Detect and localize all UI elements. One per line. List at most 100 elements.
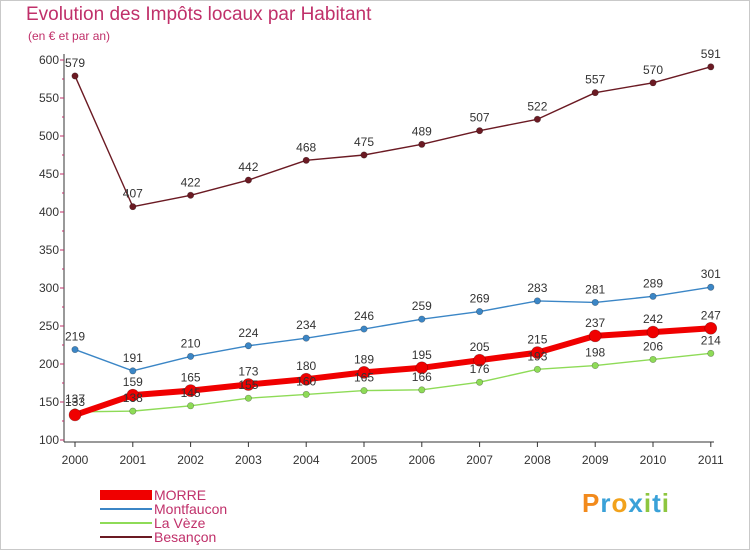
x-tick-label: 2004 xyxy=(293,453,320,467)
x-tick-label: 2002 xyxy=(177,453,204,467)
data-label-morre: 195 xyxy=(412,348,432,362)
data-label-besancon: 591 xyxy=(701,47,721,61)
logo-letter: P xyxy=(582,488,601,518)
data-point-besancon xyxy=(129,203,137,211)
data-point-besancon xyxy=(418,140,426,148)
data-label-besancon: 489 xyxy=(412,124,432,138)
data-point-montfaucon xyxy=(360,325,368,333)
data-point-besancon xyxy=(187,191,195,199)
data-label-besancon: 579 xyxy=(65,56,85,70)
data-point-besancon xyxy=(476,127,484,135)
legend-label-besancon: Besançon xyxy=(154,529,217,545)
y-tick-label: 500 xyxy=(39,129,59,143)
data-point-montfaucon xyxy=(187,352,195,360)
legend-item-besancon: Besançon xyxy=(100,530,216,544)
series-line-besancon xyxy=(74,66,711,208)
data-point-la-veze xyxy=(302,390,310,398)
data-label-montfaucon: 210 xyxy=(181,336,201,350)
data-point-montfaucon xyxy=(476,308,484,316)
data-label-montfaucon: 269 xyxy=(470,292,490,306)
data-label-morre: 173 xyxy=(238,365,258,379)
series-besancon xyxy=(71,63,715,211)
data-label-morre: 237 xyxy=(585,316,605,330)
data-label-besancon: 422 xyxy=(181,175,201,189)
data-label-montfaucon: 289 xyxy=(643,276,663,290)
data-label-la-veze: 193 xyxy=(527,349,547,363)
data-label-montfaucon: 224 xyxy=(238,326,258,340)
data-label-besancon: 570 xyxy=(643,63,663,77)
data-point-la-veze xyxy=(476,378,484,386)
y-tick-label: 600 xyxy=(39,53,59,67)
x-tick-label: 2006 xyxy=(408,453,435,467)
data-label-la-veze: 166 xyxy=(412,370,432,384)
data-label-morre: 180 xyxy=(296,359,316,373)
chart-title: Evolution des Impôts locaux par Habitant xyxy=(26,4,372,25)
x-tick-label: 2001 xyxy=(119,453,146,467)
data-point-morre xyxy=(646,325,660,339)
data-label-montfaucon: 219 xyxy=(65,330,85,344)
data-point-montfaucon xyxy=(71,346,79,354)
x-tick-label: 2003 xyxy=(235,453,262,467)
data-label-la-veze: 137 xyxy=(65,392,85,406)
y-tick-label: 200 xyxy=(39,357,59,371)
data-label-montfaucon: 246 xyxy=(354,309,374,323)
data-point-morre xyxy=(184,384,197,397)
x-tick-label: 2010 xyxy=(640,453,667,467)
data-point-morre xyxy=(242,378,255,391)
logo-letter: x xyxy=(628,488,644,518)
data-point-morre xyxy=(299,372,313,386)
data-point-la-veze xyxy=(707,349,715,357)
data-point-besancon xyxy=(244,176,252,184)
series-line-la-veze xyxy=(74,352,711,413)
data-point-la-veze xyxy=(129,407,137,415)
data-label-la-veze: 198 xyxy=(585,346,605,360)
series-morre xyxy=(68,321,718,422)
y-tick-label: 300 xyxy=(39,281,59,295)
legend-label-montfaucon: Montfaucon xyxy=(154,501,228,517)
data-label-besancon: 468 xyxy=(296,140,316,154)
legend-swatch-la-veze xyxy=(100,522,152,524)
data-label-la-veze: 145 xyxy=(181,386,201,400)
legend-swatch-montfaucon xyxy=(100,508,152,510)
legend-item-la-veze: La Vèze xyxy=(100,516,205,530)
series-layer xyxy=(68,63,718,422)
legend-swatch-besancon xyxy=(100,536,152,538)
data-point-la-veze xyxy=(418,386,426,394)
data-label-morre: 189 xyxy=(354,352,374,366)
data-point-morre xyxy=(473,353,486,367)
logo-letter: i xyxy=(643,488,653,518)
data-label-la-veze: 214 xyxy=(701,333,721,347)
data-label-montfaucon: 283 xyxy=(527,281,547,295)
y-tick-label: 450 xyxy=(39,167,59,181)
data-label-montfaucon: 234 xyxy=(296,318,316,332)
data-point-besancon xyxy=(649,79,657,87)
data-label-la-veze: 165 xyxy=(354,371,374,385)
data-point-morre xyxy=(704,321,718,335)
data-point-morre xyxy=(126,388,140,402)
data-label-montfaucon: 191 xyxy=(123,351,143,365)
x-tick-label: 2007 xyxy=(466,453,493,467)
data-labels: 579 407 422 442 468 475 489 507 522 557 570 591 219 1… xyxy=(65,47,721,409)
data-point-besancon xyxy=(591,89,599,97)
data-point-montfaucon xyxy=(533,297,541,305)
x-tick-label: 2008 xyxy=(524,453,551,467)
data-point-besancon xyxy=(533,115,541,123)
y-tick-label: 250 xyxy=(39,319,59,333)
data-point-morre xyxy=(531,346,544,359)
data-label-montfaucon: 259 xyxy=(412,299,432,313)
data-label-montfaucon: 301 xyxy=(701,267,721,281)
y-tick-label: 350 xyxy=(39,243,59,257)
data-point-montfaucon xyxy=(707,283,715,291)
series-line-montfaucon xyxy=(74,286,711,372)
data-point-montfaucon xyxy=(649,292,657,300)
series-la-veze xyxy=(71,349,715,416)
x-tick-label: 2005 xyxy=(351,453,378,467)
data-point-montfaucon xyxy=(302,334,310,342)
data-point-montfaucon xyxy=(244,342,252,350)
data-point-morre xyxy=(415,361,429,375)
data-point-morre xyxy=(68,408,82,422)
legend-swatch-morre xyxy=(100,490,152,500)
y-tick-label: 150 xyxy=(39,395,59,409)
chart-subtitle: (en € et par an) xyxy=(28,29,111,43)
data-point-morre xyxy=(357,366,371,379)
